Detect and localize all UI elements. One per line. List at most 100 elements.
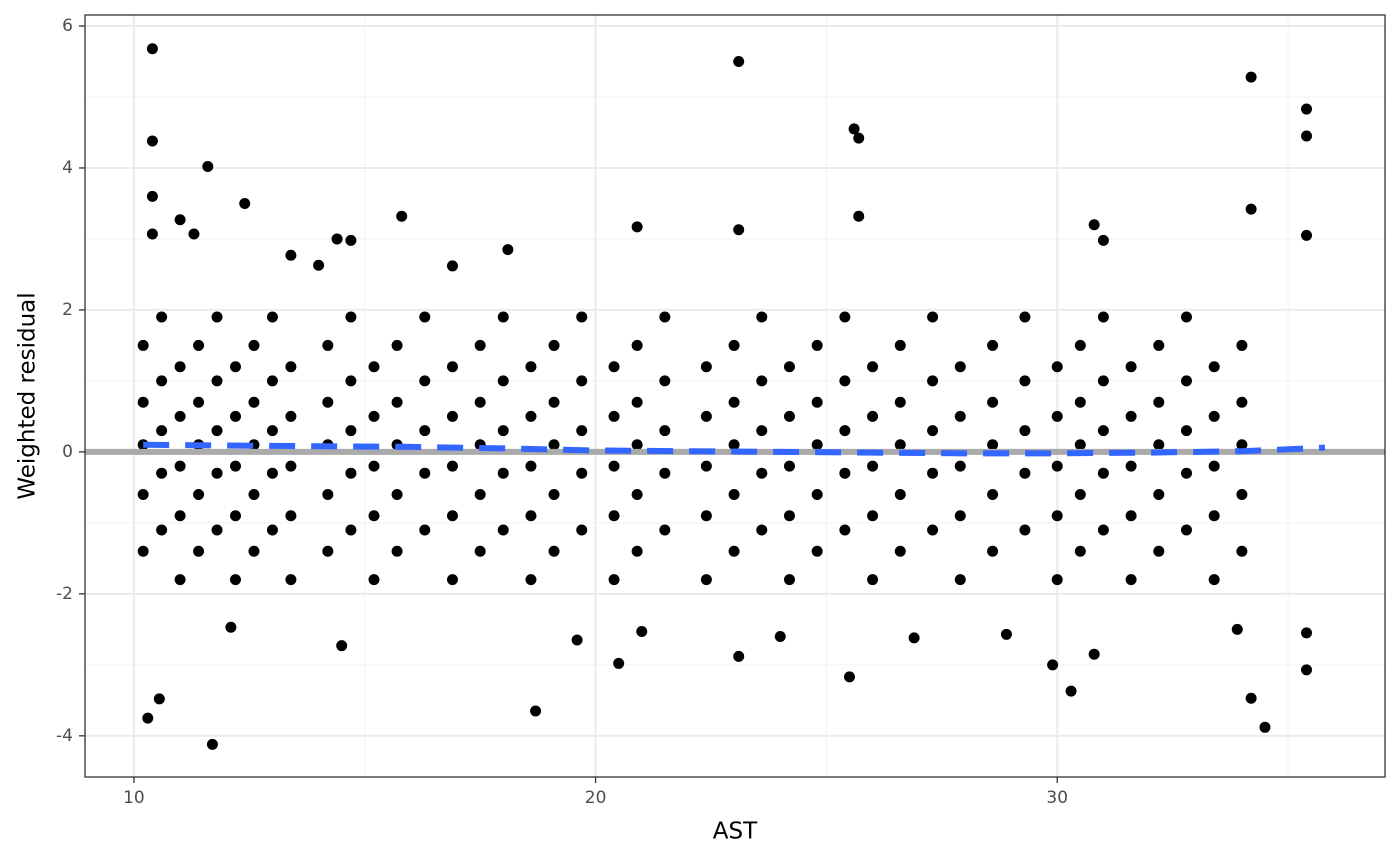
point: [1074, 439, 1086, 451]
point: [446, 574, 458, 586]
point: [137, 545, 149, 557]
point: [927, 425, 939, 437]
point: [1125, 510, 1137, 522]
point: [867, 510, 879, 522]
point: [1153, 439, 1165, 451]
point: [193, 488, 205, 500]
point: [728, 488, 740, 500]
point: [419, 425, 431, 437]
point: [867, 410, 879, 422]
point: [839, 425, 851, 437]
point: [193, 339, 205, 351]
point: [193, 545, 205, 557]
point: [229, 361, 241, 373]
point: [1236, 396, 1248, 408]
point: [1245, 692, 1257, 704]
point: [756, 375, 768, 387]
point: [839, 375, 851, 387]
point: [229, 510, 241, 522]
point: [1208, 460, 1220, 472]
point: [1236, 488, 1248, 500]
point: [608, 574, 620, 586]
point: [1125, 574, 1137, 586]
point: [728, 339, 740, 351]
point: [153, 693, 165, 705]
point: [1153, 488, 1165, 500]
point: [954, 410, 966, 422]
point: [248, 396, 260, 408]
point: [266, 425, 278, 437]
point: [631, 545, 643, 557]
point: [368, 510, 380, 522]
point: [783, 410, 795, 422]
point: [843, 671, 855, 683]
point: [313, 259, 325, 271]
point: [229, 460, 241, 472]
point: [987, 488, 999, 500]
point: [1125, 410, 1137, 422]
point: [853, 210, 865, 222]
point: [156, 524, 168, 536]
point: [285, 510, 297, 522]
point: [659, 311, 671, 323]
marks: [85, 43, 1385, 750]
point: [446, 510, 458, 522]
point: [202, 161, 214, 173]
point: [419, 375, 431, 387]
point: [474, 488, 486, 500]
point: [229, 410, 241, 422]
point: [497, 375, 509, 387]
y-tick-label: -4: [56, 726, 73, 746]
point: [146, 135, 158, 147]
point: [497, 425, 509, 437]
point: [1088, 219, 1100, 231]
point: [927, 311, 939, 323]
point: [987, 545, 999, 557]
point: [636, 625, 648, 637]
point: [1231, 623, 1243, 635]
point: [474, 396, 486, 408]
point: [756, 524, 768, 536]
point: [733, 55, 745, 67]
point: [1088, 648, 1100, 660]
point: [728, 545, 740, 557]
point: [530, 705, 542, 717]
point: [146, 43, 158, 55]
point: [419, 524, 431, 536]
point: [156, 375, 168, 387]
point: [1208, 510, 1220, 522]
point: [137, 339, 149, 351]
point: [894, 545, 906, 557]
point: [285, 460, 297, 472]
point: [446, 260, 458, 272]
point: [659, 467, 671, 479]
point: [1259, 721, 1271, 733]
point: [728, 439, 740, 451]
point: [502, 244, 514, 256]
point: [146, 190, 158, 202]
point: [783, 361, 795, 373]
y-tick-label: 4: [62, 158, 73, 178]
point: [548, 488, 560, 500]
point: [613, 657, 625, 669]
point: [1051, 460, 1063, 472]
point: [419, 467, 431, 479]
point: [396, 210, 408, 222]
point: [193, 396, 205, 408]
point: [248, 545, 260, 557]
point: [839, 524, 851, 536]
point: [419, 311, 431, 323]
point: [839, 467, 851, 479]
point: [1180, 467, 1192, 479]
point: [576, 375, 588, 387]
point: [811, 545, 823, 557]
point: [1180, 375, 1192, 387]
point: [1097, 467, 1109, 479]
point: [659, 375, 671, 387]
point: [1074, 396, 1086, 408]
point: [368, 460, 380, 472]
x-tick-label: 20: [585, 788, 607, 808]
point: [1153, 396, 1165, 408]
point: [225, 621, 237, 633]
point: [1153, 339, 1165, 351]
